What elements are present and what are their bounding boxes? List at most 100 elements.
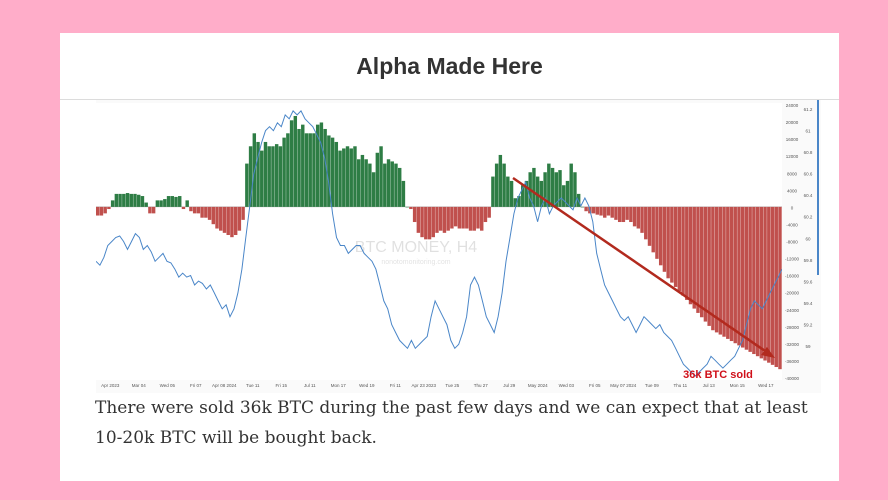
flow-bar — [562, 185, 566, 207]
x-tick: Tue 09 — [645, 383, 659, 388]
x-tick: Apr 2023 — [101, 383, 120, 388]
flow-bar — [565, 180, 570, 207]
y-tick-right: 59.8 — [804, 258, 813, 263]
y-tick-left: -8000 — [786, 240, 798, 245]
flow-bar — [498, 154, 503, 207]
flow-bar — [386, 159, 391, 207]
flow-bar — [125, 193, 130, 207]
flow-bar — [599, 206, 603, 216]
x-tick: Fri 15 — [276, 383, 288, 388]
flow-bar — [752, 206, 756, 355]
flow-bar — [465, 206, 469, 229]
flow-bar — [178, 196, 182, 207]
x-tick: May 07 2024 — [610, 383, 637, 388]
flow-bar — [107, 206, 111, 210]
flow-bar — [356, 159, 361, 207]
flow-bar — [163, 199, 167, 207]
flow-bar — [416, 206, 421, 233]
flow-bar — [185, 200, 189, 207]
x-tick: Jul 11 — [304, 383, 316, 388]
flow-bar — [286, 133, 290, 207]
flow-bar — [144, 202, 148, 207]
price-line-path — [96, 110, 783, 377]
flow-bar — [483, 206, 488, 223]
flow-bar — [271, 146, 275, 207]
flow-bar — [714, 206, 719, 333]
flow-bar — [532, 167, 536, 207]
flow-bar — [166, 196, 171, 207]
flow-bar — [274, 144, 279, 207]
flow-bar — [692, 206, 696, 309]
flow-bar — [726, 206, 730, 339]
flow-bar — [688, 206, 693, 305]
flow-bar — [424, 206, 428, 240]
flow-bar — [748, 206, 752, 352]
flow-bar — [457, 206, 462, 229]
flow-bar — [133, 193, 137, 207]
flow-bar — [245, 163, 249, 207]
flow-bar — [703, 206, 708, 322]
y-tick-left: 24000 — [786, 103, 799, 108]
flow-bar — [405, 206, 409, 208]
y-tick-right: 60.2 — [804, 215, 813, 220]
flow-bar — [155, 200, 160, 207]
flow-bar — [431, 206, 435, 238]
annotation-36k-btc-sold: 36k BTC sold — [683, 369, 753, 381]
flow-bar — [129, 193, 133, 207]
y-tick-left: -28000 — [785, 325, 800, 330]
flow-bar — [301, 124, 305, 207]
flow-bar — [543, 172, 547, 207]
flow-bar — [222, 206, 227, 233]
y-tick-left: -4000 — [786, 222, 798, 227]
flow-bar — [256, 141, 260, 207]
flow-bar — [640, 206, 644, 233]
flow-bar — [215, 206, 219, 229]
flow-bar — [114, 193, 119, 207]
flow-bar — [535, 176, 540, 207]
x-tick: Jul 29 — [503, 383, 516, 388]
flow-bar — [729, 206, 734, 342]
flow-bar — [711, 206, 715, 331]
article-card: Alpha Made Here BTC MONEY, H4 nonotomoni… — [60, 33, 839, 481]
flow-bar — [629, 206, 633, 223]
flow-bar — [468, 206, 473, 231]
y-tick-right: 60 — [805, 236, 811, 241]
flow-bar — [774, 206, 778, 368]
flow-bar — [550, 167, 555, 207]
flow-bar — [375, 152, 380, 207]
flow-bar — [342, 148, 346, 207]
x-tick: Wed 05 — [160, 383, 176, 388]
flow-bar — [260, 150, 264, 207]
flow-bar — [580, 206, 585, 208]
trend-arrow — [512, 176, 775, 358]
watermark: BTC MONEY, H4 nonotomonitoring.com — [355, 239, 478, 266]
flow-bar — [617, 206, 622, 223]
card-header: Alpha Made Here — [60, 33, 839, 100]
y-tick-left: 8000 — [787, 171, 798, 176]
flow-bar — [103, 206, 107, 214]
flow-bar — [371, 172, 376, 207]
y-tick-left: -16000 — [785, 274, 800, 279]
y-tick-right: 60.8 — [804, 150, 813, 155]
flow-bar — [226, 206, 230, 236]
flow-bar — [442, 206, 447, 233]
x-tick: Fri 05 — [589, 383, 601, 388]
flow-bar — [614, 206, 618, 220]
trend-arrow-line — [512, 176, 769, 355]
flow-bar — [655, 206, 659, 259]
flow-bar — [427, 206, 432, 240]
flow-bar — [603, 206, 607, 218]
flow-bar — [122, 193, 126, 207]
flow-bar — [420, 206, 424, 238]
flow-bar — [312, 133, 316, 207]
flow-bar — [237, 206, 242, 231]
flow-bar — [554, 172, 559, 207]
x-tick: Apr 08 2024 — [212, 383, 237, 388]
flow-bars — [96, 115, 782, 370]
flow-bar — [770, 206, 775, 365]
flow-bar — [241, 206, 245, 220]
flow-bar — [584, 206, 588, 212]
x-tick: Wed 19 — [359, 383, 375, 388]
flow-bar — [293, 115, 298, 207]
y-tick-right: 59.6 — [804, 279, 813, 284]
